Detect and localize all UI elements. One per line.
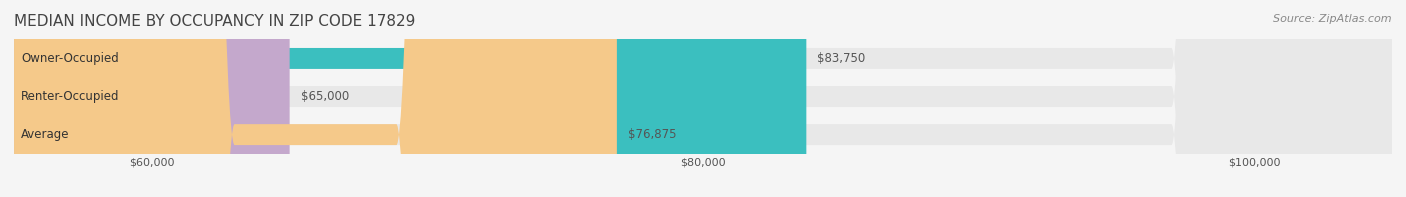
- FancyBboxPatch shape: [14, 0, 290, 197]
- Text: MEDIAN INCOME BY OCCUPANCY IN ZIP CODE 17829: MEDIAN INCOME BY OCCUPANCY IN ZIP CODE 1…: [14, 14, 415, 29]
- Text: $76,875: $76,875: [628, 128, 676, 141]
- FancyBboxPatch shape: [14, 0, 617, 197]
- Text: Renter-Occupied: Renter-Occupied: [21, 90, 120, 103]
- Text: Source: ZipAtlas.com: Source: ZipAtlas.com: [1274, 14, 1392, 24]
- Text: Owner-Occupied: Owner-Occupied: [21, 52, 118, 65]
- Text: $83,750: $83,750: [817, 52, 866, 65]
- FancyBboxPatch shape: [14, 0, 807, 197]
- FancyBboxPatch shape: [14, 0, 1392, 197]
- Text: Average: Average: [21, 128, 69, 141]
- FancyBboxPatch shape: [14, 0, 1392, 197]
- FancyBboxPatch shape: [14, 0, 1392, 197]
- Text: $65,000: $65,000: [301, 90, 349, 103]
